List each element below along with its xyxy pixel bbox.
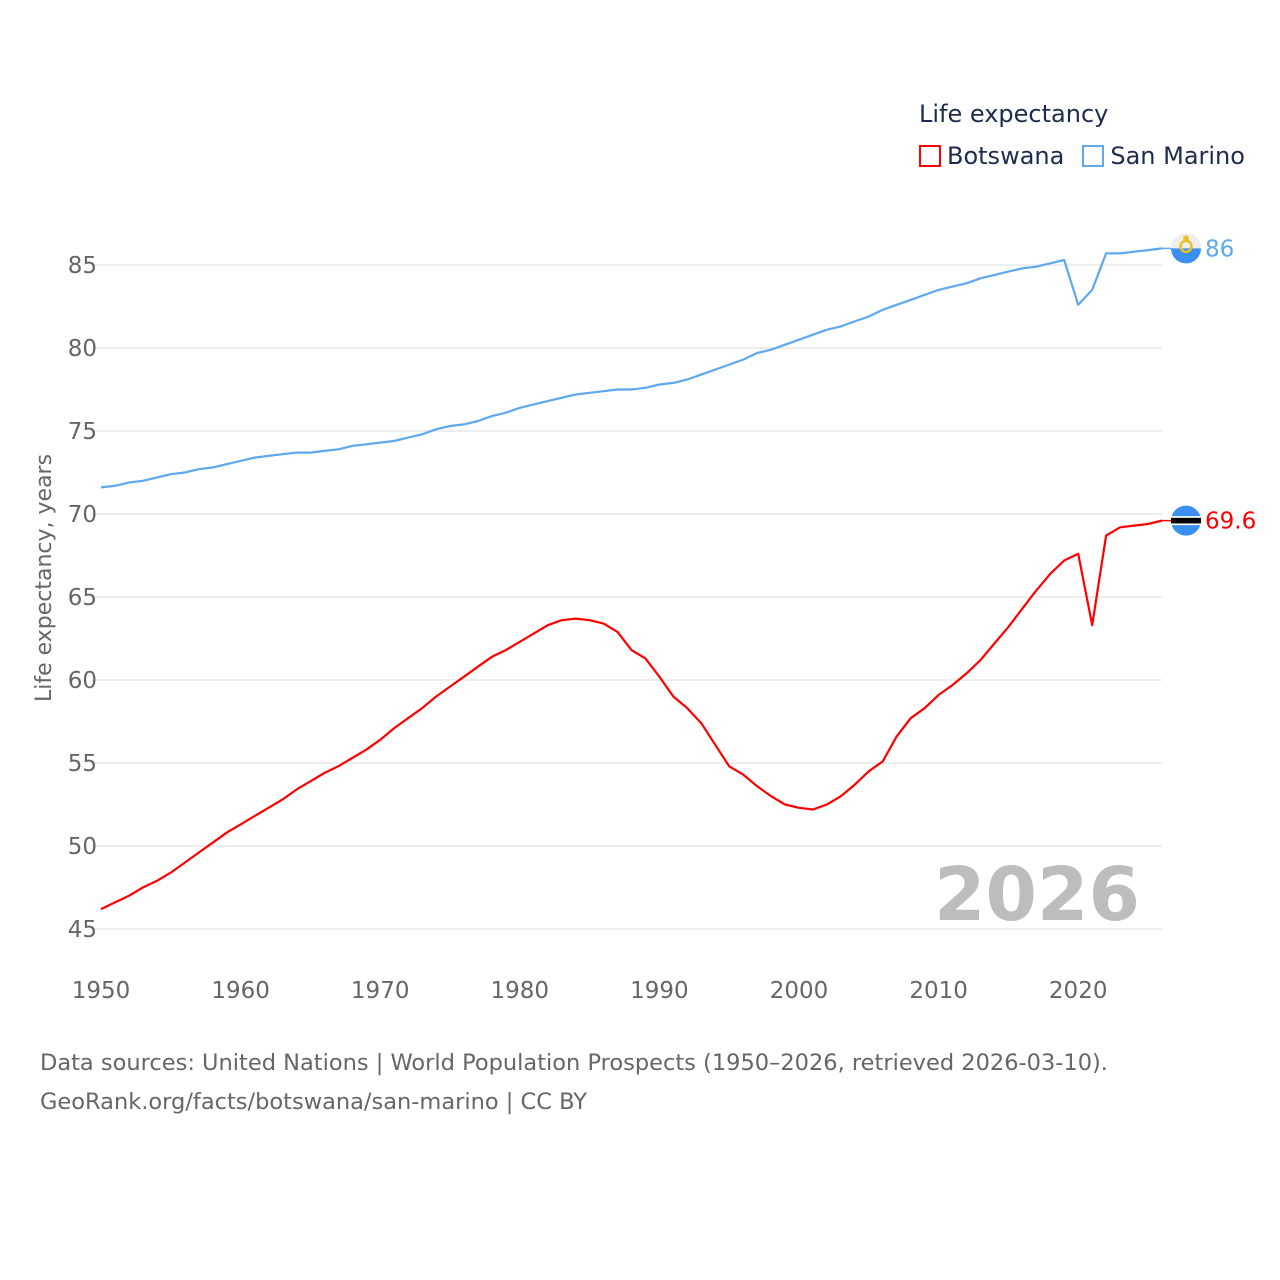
series-line-san-marino	[100, 247, 1163, 489]
x-tick-label: 1990	[630, 978, 689, 1004]
y-tick-label: 70	[68, 502, 97, 528]
legend-swatch-san-marino	[1082, 145, 1105, 167]
y-tick-label: 85	[68, 253, 97, 279]
y-tick-label: 55	[68, 751, 97, 777]
x-tick-label: 2010	[909, 978, 968, 1004]
end-label-botswana: 69.6	[1205, 509, 1256, 535]
flag-lower-half	[1171, 248, 1201, 264]
source-line-2[interactable]: GeoRank.org/facts/botswana/san-marino | …	[40, 1089, 588, 1115]
x-tick-label: 2000	[770, 978, 829, 1004]
legend-title: Life expectancy	[919, 100, 1109, 128]
x-tick-label: 1980	[491, 978, 550, 1004]
legend-item-botswana[interactable]: Botswana	[919, 142, 1064, 170]
y-tick-label: 65	[68, 585, 97, 611]
legend-item-san-marino[interactable]: San Marino	[1082, 142, 1245, 170]
series-line-botswana	[100, 519, 1163, 911]
x-tick-label: 1970	[351, 978, 410, 1004]
flag-crown	[1183, 235, 1189, 242]
y-tick-label: 50	[68, 834, 97, 860]
y-tick-label: 75	[68, 419, 97, 445]
y-tick-label: 45	[68, 917, 97, 943]
x-tick-label: 1960	[211, 978, 270, 1004]
y-tick-label: 80	[68, 336, 97, 362]
legend-label-botswana: Botswana	[947, 142, 1065, 170]
x-tick-label: 2020	[1049, 978, 1108, 1004]
x-tick-label: 1950	[72, 978, 131, 1004]
legend-label-san-marino: San Marino	[1110, 142, 1245, 170]
source-line-1: Data sources: United Nations | World Pop…	[40, 1050, 1108, 1076]
year-watermark: 2026	[934, 852, 1140, 938]
legend: Botswana San Marino	[919, 142, 1245, 170]
y-tick-label: 60	[68, 668, 97, 694]
y-axis-label: Life expectancy, years	[32, 454, 57, 702]
source-note: Data sources: United Nations | World Pop…	[40, 1044, 1108, 1122]
legend-swatch-botswana	[919, 145, 941, 167]
flag-stripe-black	[1171, 517, 1201, 524]
end-label-san-marino: 86	[1205, 236, 1234, 262]
